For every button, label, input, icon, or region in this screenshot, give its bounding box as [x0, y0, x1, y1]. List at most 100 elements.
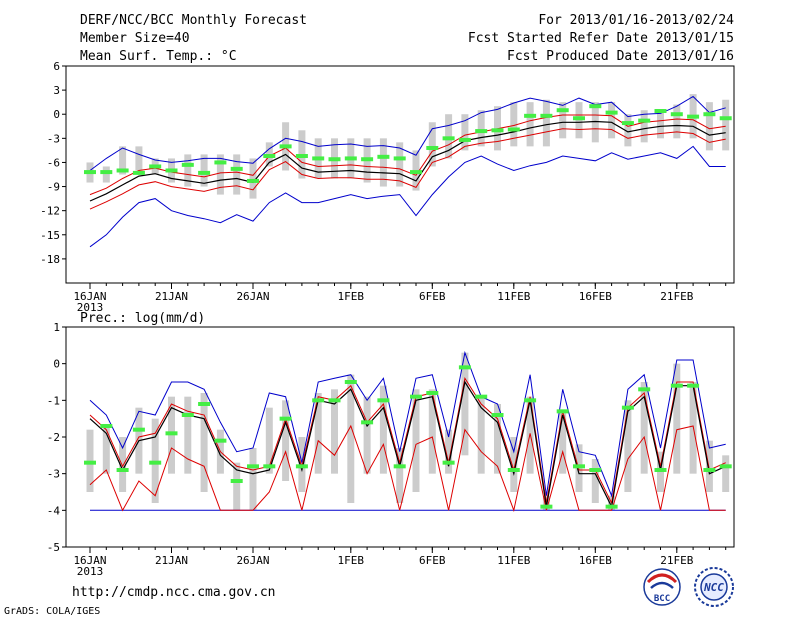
observation-marker [100, 170, 113, 175]
range-bar [575, 102, 583, 139]
observation-marker [116, 468, 129, 472]
inner-upper-line [89, 376, 726, 505]
observation-marker [426, 145, 439, 150]
range-bar [640, 382, 648, 474]
x-tick-label: 1FEB [338, 290, 365, 303]
header-left-line-1: DERF/NCC/BCC Monthly Forecast [80, 13, 307, 28]
range-bar [461, 352, 469, 456]
observation-marker [344, 380, 357, 384]
range-bar [428, 389, 436, 474]
observation-marker [573, 116, 585, 121]
observation-marker [703, 468, 716, 472]
observation-marker [426, 391, 439, 395]
observation-marker [377, 154, 390, 159]
observation-marker [361, 157, 374, 162]
ensemble-mean-line [89, 120, 726, 202]
observation-marker [638, 387, 651, 392]
x-tick-label: 21FEB [660, 554, 693, 567]
range-bar [526, 102, 534, 147]
observation-marker [328, 398, 341, 403]
header-right-line-1: For 2013/01/16-2013/02/24 [538, 13, 734, 28]
range-bar [673, 104, 681, 139]
y-tick-label: -9 [47, 181, 60, 194]
observation-marker [263, 154, 276, 159]
observation-marker [621, 405, 634, 410]
observation-marker [687, 383, 700, 388]
observation-marker [670, 112, 683, 117]
y-tick-label: -4 [47, 504, 61, 517]
observation-marker [589, 104, 602, 109]
observation-marker [165, 431, 178, 436]
range-bar [705, 102, 713, 151]
x-tick-label: 11FEB [497, 290, 530, 303]
range-bar [477, 396, 485, 474]
range-bar [559, 102, 567, 139]
ncc-logo: NCC [694, 567, 734, 607]
range-bar [216, 154, 224, 195]
observation-marker [540, 504, 553, 509]
header-left-line-2: Member Size=40 [80, 31, 190, 46]
observation-marker [605, 504, 618, 509]
observation-marker [344, 156, 357, 161]
range-bar [119, 437, 127, 492]
observation-marker [410, 394, 422, 399]
inner-lower-line [89, 424, 726, 513]
range-bar [591, 102, 599, 143]
observation-marker [491, 413, 504, 417]
range-bar [624, 400, 632, 492]
y-tick-label: -6 [47, 156, 60, 169]
ensemble-mean-line [89, 380, 726, 509]
observation-marker [491, 128, 504, 133]
observation-marker [132, 170, 145, 175]
observation-marker [149, 460, 162, 465]
ncc-logo-text: NCC [703, 581, 724, 594]
outer-lower-line [89, 145, 726, 248]
observation-marker [247, 464, 259, 469]
observation-marker [312, 398, 325, 403]
range-bar [233, 154, 241, 195]
observation-marker [181, 162, 194, 167]
x-tick-label: 21FEB [660, 290, 693, 303]
observation-marker [377, 398, 390, 403]
observation-marker [295, 464, 308, 469]
observation-marker [507, 468, 520, 472]
x-tick-label: 26JAN [236, 554, 269, 567]
range-bar [559, 411, 567, 474]
observation-marker [458, 365, 471, 370]
x-tick-label: 11FEB [497, 554, 530, 567]
observation-marker [654, 109, 667, 114]
x-tick-label: 21JAN [155, 554, 188, 567]
observation-marker [654, 468, 667, 472]
observation-marker [84, 170, 96, 175]
range-bar [396, 448, 404, 503]
inner-lower-line [89, 128, 726, 210]
observation-marker [393, 156, 406, 161]
range-bar [542, 99, 550, 147]
observation-marker [670, 383, 683, 388]
range-bar [591, 459, 599, 503]
x-tick-label: 21JAN [155, 290, 188, 303]
observation-marker [312, 156, 325, 161]
range-bar [184, 396, 192, 474]
x-tick-label: 6FEB [419, 290, 446, 303]
x-tick-label: 16FEB [579, 554, 612, 567]
observation-marker [556, 108, 569, 113]
range-bar [347, 374, 355, 503]
range-bar [314, 393, 322, 474]
observation-marker [442, 460, 455, 465]
observation-marker [214, 438, 227, 443]
y-tick-label: 0 [53, 358, 60, 371]
observation-marker [458, 137, 471, 142]
observation-marker [687, 114, 700, 119]
observation-marker [638, 118, 651, 123]
range-bar [412, 389, 420, 492]
x-tick-label: 16JAN [73, 290, 106, 303]
observation-marker [149, 164, 162, 169]
observation-marker [279, 416, 292, 421]
x-tick-label: 26JAN [236, 290, 269, 303]
observation-marker [719, 464, 732, 469]
y-tick-label: -5 [47, 541, 60, 554]
range-bar [428, 122, 436, 167]
header-right-line-2: Fcst Started Refer Date 2013/01/15 [468, 31, 734, 46]
